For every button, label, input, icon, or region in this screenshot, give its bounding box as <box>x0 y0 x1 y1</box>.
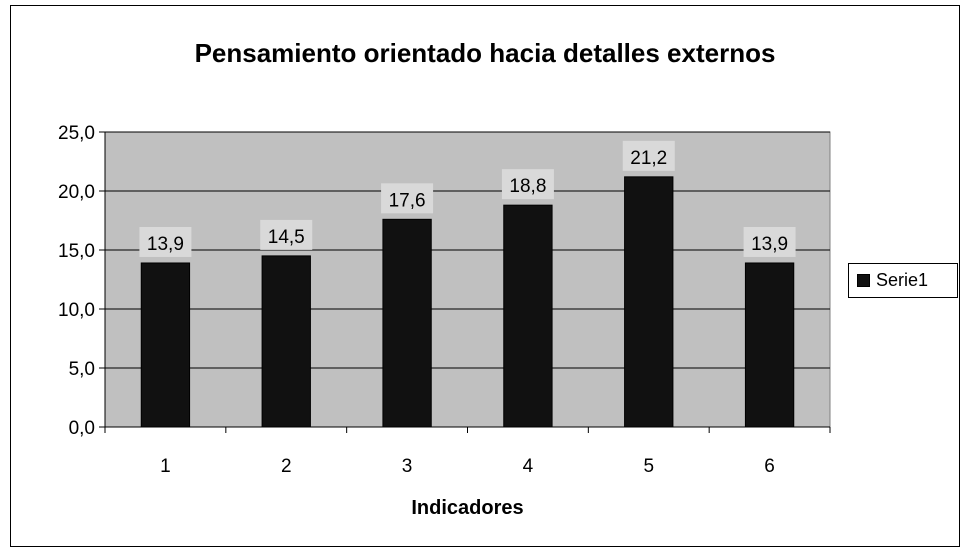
x-axis-title: Indicadores <box>411 497 524 519</box>
data-label-background <box>743 226 796 257</box>
plot-background <box>104 131 831 428</box>
data-label-background <box>501 169 554 200</box>
y-tick-label: 25,0 <box>58 123 95 144</box>
x-tick-label: 4 <box>523 456 534 477</box>
x-tick-label: 6 <box>764 456 775 477</box>
bar <box>261 255 311 428</box>
data-label-background <box>381 183 434 214</box>
data-label: 18,8 <box>509 176 546 197</box>
data-label-background <box>622 140 675 171</box>
y-tick-label: 0,0 <box>69 418 95 439</box>
chart-title: Pensamiento orientado hacia detalles ext… <box>194 38 776 68</box>
data-label: 13,9 <box>147 234 184 255</box>
data-label: 14,5 <box>268 227 305 248</box>
legend-label: Serie1 <box>876 270 929 290</box>
bar <box>382 218 432 428</box>
data-label-background <box>139 226 192 257</box>
y-tick-label: 20,0 <box>58 182 95 203</box>
x-tick-label: 2 <box>281 456 292 477</box>
legend-swatch <box>857 274 870 287</box>
data-label: 13,9 <box>751 234 788 255</box>
x-tick-label: 1 <box>160 456 171 477</box>
y-tick-label: 15,0 <box>58 241 95 262</box>
bar <box>503 204 553 428</box>
x-tick-label: 3 <box>402 456 413 477</box>
y-tick-label: 10,0 <box>58 300 95 321</box>
bar <box>744 262 795 428</box>
legend: Serie1 <box>848 263 958 298</box>
data-label-background <box>260 219 313 250</box>
bar <box>140 262 191 428</box>
y-tick-label: 5,0 <box>69 359 95 380</box>
data-label: 17,6 <box>389 190 426 211</box>
data-label: 21,2 <box>630 148 667 169</box>
x-tick-label: 5 <box>643 456 654 477</box>
bar <box>624 176 674 428</box>
